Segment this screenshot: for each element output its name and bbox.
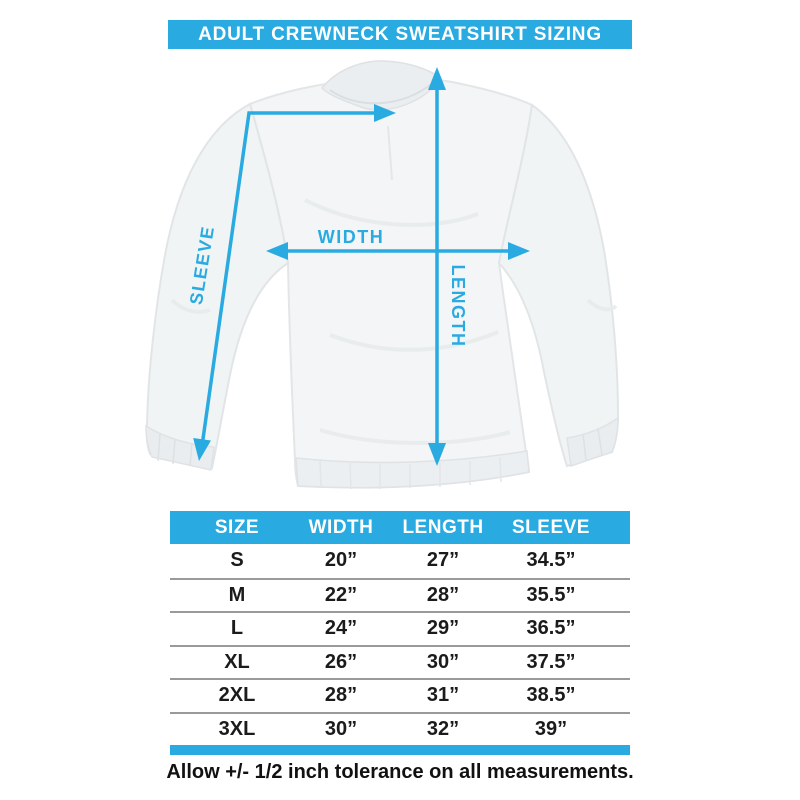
cell-sleeve: 38.5” xyxy=(526,684,576,707)
col-header-size: SIZE xyxy=(214,516,260,538)
right-cuff-ribbing xyxy=(582,428,603,461)
cell-sleeve: 34.5” xyxy=(526,549,576,572)
sweatshirt-illustration: WIDTH LENGTH SLEEVE xyxy=(145,60,620,490)
cell-size: L xyxy=(230,617,244,640)
sleeve-arrowhead-down-icon xyxy=(193,437,211,461)
cell-sleeve: 39” xyxy=(534,717,568,740)
sleeve-arrow-line xyxy=(200,111,378,447)
table-row: 2XL 28” 31” 38.5” xyxy=(170,678,630,712)
col-header-sleeve: SLEEVE xyxy=(512,516,590,538)
fabric-folds xyxy=(170,198,618,445)
center-crease xyxy=(387,125,393,181)
tolerance-text: Allow +/- 1/2 inch tolerance on all meas… xyxy=(166,761,634,783)
sweatshirt-body xyxy=(248,77,534,489)
width-arrowhead-right-icon xyxy=(508,242,530,260)
cell-width: 26” xyxy=(324,650,358,673)
cell-width: 30” xyxy=(324,717,358,740)
cell-size: 2XL xyxy=(218,684,256,707)
cell-size: M xyxy=(228,583,246,606)
length-arrowhead-up-icon xyxy=(428,67,446,90)
sizing-table: SIZE WIDTH LENGTH SLEEVE S 20” 27” 34.5”… xyxy=(170,511,630,755)
cell-length: 30” xyxy=(426,650,460,673)
left-cuff-ribbing xyxy=(157,433,193,467)
cell-sleeve: 37.5” xyxy=(526,650,576,673)
cell-sleeve: 36.5” xyxy=(526,617,576,640)
cell-sleeve: 35.5” xyxy=(526,583,576,606)
width-arrowhead-left-icon xyxy=(266,242,288,260)
cell-size: XL xyxy=(224,650,250,673)
cell-width: 22” xyxy=(324,583,358,606)
measurement-arrows xyxy=(193,67,530,466)
table-row: M 22” 28” 35.5” xyxy=(170,577,630,612)
sizing-diagram: WIDTH LENGTH SLEEVE xyxy=(0,50,800,510)
cell-size: 3XL xyxy=(218,717,256,740)
collar-seam xyxy=(329,81,435,105)
cell-size: S xyxy=(230,549,244,572)
width-label: WIDTH xyxy=(318,227,384,247)
table-row: S 20” 27” 34.5” xyxy=(170,544,630,578)
table-header-row: SIZE WIDTH LENGTH SLEEVE xyxy=(170,511,630,544)
cell-length: 31” xyxy=(426,684,460,707)
col-header-width: WIDTH xyxy=(308,516,374,538)
tolerance-note: Allow +/- 1/2 inch tolerance on all meas… xyxy=(0,761,800,784)
length-label: LENGTH xyxy=(448,265,468,348)
sweatshirt-garment xyxy=(145,60,620,490)
cell-width: 28” xyxy=(324,684,358,707)
right-cuff xyxy=(566,416,619,468)
table-row: 3XL 30” 32” 39” xyxy=(170,711,630,746)
length-arrowhead-down-icon xyxy=(428,443,446,466)
waistband-ribbing xyxy=(319,457,502,490)
title-banner: ADULT CREWNECK SWEATSHIRT SIZING xyxy=(168,20,632,49)
left-cuff xyxy=(145,424,215,471)
cell-length: 28” xyxy=(426,583,460,606)
table-row: L 24” 29” 36.5” xyxy=(170,611,630,645)
table-row: XL 26” 30” 37.5” xyxy=(170,644,630,679)
cell-width: 24” xyxy=(324,617,358,640)
cell-length: 29” xyxy=(426,617,460,640)
table-bottom-bar xyxy=(170,745,630,755)
cell-length: 32” xyxy=(426,717,460,740)
sleeve-arrowhead-right-icon xyxy=(374,104,396,122)
col-header-length: LENGTH xyxy=(402,516,484,538)
cell-width: 20” xyxy=(324,549,358,572)
cell-length: 27” xyxy=(426,549,460,572)
page-title: ADULT CREWNECK SWEATSHIRT SIZING xyxy=(198,23,602,45)
